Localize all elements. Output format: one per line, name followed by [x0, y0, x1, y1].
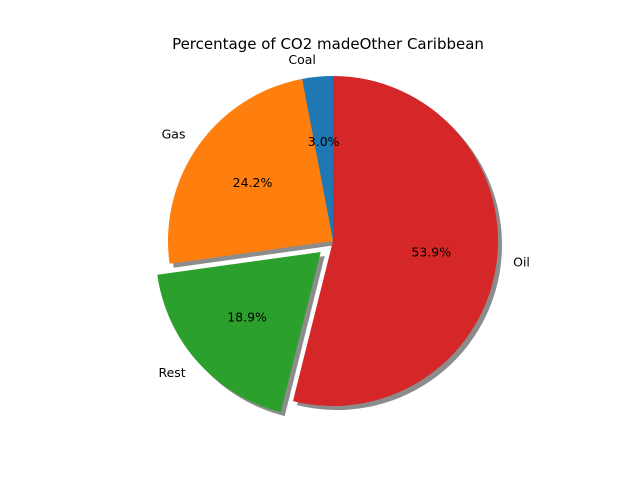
slice-percent-oil: 53.9% [411, 245, 451, 260]
pie-slice-coal [302, 76, 333, 241]
slice-label-rest: Rest [158, 365, 185, 380]
chart-title: Percentage of CO2 madeOther Caribbean [172, 35, 484, 53]
slice-label-gas: Gas [162, 127, 186, 142]
pie-slice-gas [168, 78, 333, 264]
slice-percent-coal: 3.0% [308, 134, 340, 149]
pie-slices [157, 76, 499, 413]
pie-slice-rest [157, 252, 321, 413]
pie-slice-oil [292, 76, 499, 406]
slice-label-coal: Coal [288, 52, 316, 67]
slice-percent-gas: 24.2% [233, 175, 273, 190]
slice-percent-rest: 18.9% [227, 310, 267, 325]
slice-labels: Coal 3.0% Gas 24.2% Rest 18.9% Oil 53.9% [158, 52, 529, 380]
slice-label-oil: Oil [513, 255, 530, 270]
